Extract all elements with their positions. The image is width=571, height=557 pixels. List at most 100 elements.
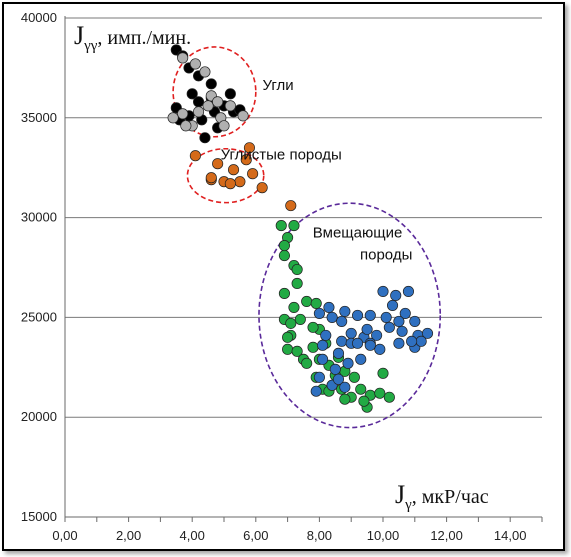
- data-point-s4-1: [326, 311, 338, 323]
- data-point-s3-8: [310, 297, 322, 309]
- data-point-s3-5: [278, 287, 290, 299]
- data-point-s4-26: [393, 337, 405, 349]
- data-point-s1-11: [212, 96, 224, 108]
- cluster-ellipse-1: [186, 147, 265, 204]
- annotation-3: породы: [360, 247, 412, 264]
- annotation-2: Вмещающие: [313, 225, 403, 242]
- y-tick-label-5: 40000: [21, 10, 57, 25]
- data-point-s4-8: [371, 329, 383, 341]
- data-points: [167, 44, 434, 413]
- data-point-s3-2: [278, 249, 290, 262]
- axes: 15000 20000 25000 30000 35000 40000 0,00 2,00 4,…: [21, 10, 543, 543]
- y-axis-title: Jγγ, имп./мин.: [74, 21, 191, 54]
- data-point-s0-17: [186, 88, 198, 100]
- x-tick-label-6: 12,00: [430, 528, 463, 543]
- data-point-s3-35: [278, 239, 290, 252]
- data-point-s3-36: [288, 220, 300, 232]
- data-point-s2-0: [189, 150, 201, 162]
- data-point-s4-22: [409, 315, 421, 327]
- data-point-s4-34: [361, 323, 373, 335]
- y-tick-label-4: 35000: [21, 110, 57, 125]
- data-point-s4-38: [317, 339, 329, 351]
- data-point-s3-26: [383, 391, 395, 403]
- data-point-s4-21: [399, 307, 411, 319]
- data-point-s1-7: [224, 100, 236, 112]
- cluster-ellipse-0: [172, 46, 257, 138]
- data-point-s4-11: [342, 357, 354, 369]
- data-point-s3-13: [291, 345, 303, 357]
- data-point-s1-9: [180, 120, 192, 132]
- x-tick-label-5: 10,00: [367, 528, 400, 543]
- gridlines: [65, 17, 542, 418]
- data-point-s3-34: [291, 263, 303, 276]
- data-point-s4-32: [323, 301, 335, 313]
- annotation-0: Угли: [262, 77, 293, 94]
- x-axis-title: Jγ, мкР/час: [395, 480, 489, 513]
- data-point-s3-37: [301, 357, 313, 369]
- data-point-s3-25: [374, 387, 386, 399]
- y-tick-label-3: 30000: [21, 210, 57, 225]
- data-point-s4-19: [402, 285, 414, 298]
- x-tick-label-1: 2,00: [116, 528, 141, 543]
- data-point-s4-24: [396, 325, 408, 337]
- data-point-s4-16: [332, 373, 345, 385]
- data-point-s2-2: [227, 164, 240, 176]
- data-point-s4-0: [313, 307, 325, 319]
- data-point-s3-6: [288, 301, 300, 313]
- y-tick-label-1: 20000: [21, 409, 57, 424]
- data-point-s3-28: [339, 393, 351, 405]
- data-point-s3-11: [294, 313, 306, 325]
- data-point-s3-39: [348, 371, 360, 383]
- data-point-s0-12: [199, 132, 211, 144]
- data-point-s3-33: [285, 317, 297, 329]
- data-point-s0-4: [205, 78, 217, 90]
- data-point-s3-40: [377, 367, 389, 379]
- x-tick-label-4: 8,00: [307, 528, 332, 543]
- annotation-1: Углистые породы: [221, 147, 342, 164]
- data-point-s1-1: [189, 58, 201, 70]
- data-point-s0-15: [224, 88, 236, 100]
- data-point-s4-29: [415, 335, 427, 347]
- data-point-s4-5: [336, 335, 348, 347]
- data-point-s3-12: [282, 343, 294, 355]
- data-point-s3-32: [307, 321, 319, 333]
- y-tick-label-0: 15000: [21, 509, 57, 524]
- x-tick-label-3: 6,00: [243, 528, 268, 543]
- data-point-s4-42: [393, 315, 405, 327]
- data-point-s4-2: [339, 305, 351, 317]
- x-tick-label-0: 0,00: [52, 528, 77, 543]
- data-point-s4-13: [313, 371, 325, 383]
- data-point-s1-13: [167, 112, 179, 124]
- data-point-s4-18: [390, 289, 402, 301]
- data-point-s2-10: [205, 172, 217, 184]
- x-tick-label-7: 14,00: [494, 528, 527, 543]
- data-point-s4-10: [329, 363, 341, 375]
- data-point-s4-40: [364, 309, 376, 321]
- data-point-s2-4: [243, 142, 255, 154]
- cluster-ellipse-2: [258, 202, 442, 429]
- data-point-s4-20: [386, 299, 399, 311]
- data-point-s4-43: [339, 381, 351, 393]
- data-point-s4-9: [317, 353, 329, 365]
- data-point-s2-9: [285, 200, 297, 212]
- data-point-s1-0: [177, 52, 189, 64]
- data-point-s3-15: [307, 341, 319, 353]
- data-point-s1-12: [193, 106, 205, 118]
- data-point-s1-2: [199, 66, 211, 78]
- data-point-s4-17: [377, 285, 389, 298]
- data-point-s1-14: [218, 120, 230, 132]
- data-point-s4-31: [374, 343, 386, 355]
- data-point-s4-35: [406, 335, 418, 347]
- data-point-s1-5: [202, 100, 214, 112]
- data-point-s4-6: [345, 327, 357, 339]
- data-point-s3-43: [282, 331, 294, 343]
- data-point-s4-37: [352, 337, 364, 349]
- data-point-s4-44: [364, 339, 376, 351]
- data-point-s4-15: [310, 385, 322, 397]
- data-point-s2-8: [256, 182, 268, 194]
- data-point-s4-3: [352, 309, 364, 321]
- data-point-s2-3: [240, 154, 252, 166]
- y-tick-label-2: 25000: [21, 309, 57, 324]
- data-point-s3-41: [358, 395, 370, 407]
- axis-titles: Jγγ, имп./мин. Jγ, мкР/час: [74, 21, 489, 513]
